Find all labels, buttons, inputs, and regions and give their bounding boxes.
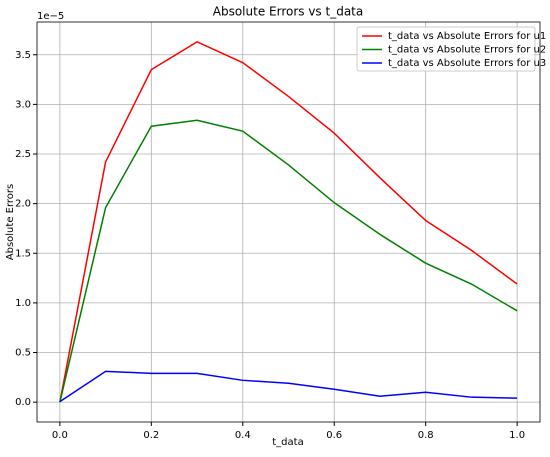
x-tick-label: 1.0 <box>509 430 525 441</box>
x-tick-label: 0.8 <box>418 430 434 441</box>
y-tick-label: 0.0 <box>15 397 31 408</box>
y-tick-label: 2.0 <box>15 199 31 210</box>
y-tick-label: 3.5 <box>15 50 31 61</box>
legend-label: t_data vs Absolute Errors for u1 <box>388 31 546 42</box>
series-line <box>59 370 518 403</box>
x-axis-label: t_data <box>272 437 303 448</box>
legend-box <box>356 26 536 72</box>
y-tick-label: 3.0 <box>15 99 31 110</box>
y-tick-label: 2.5 <box>15 149 31 160</box>
plot-frame <box>36 21 541 423</box>
chart-title: Absolute Errors vs t_data <box>213 5 363 19</box>
y-axis-label: Absolute Errors <box>5 184 16 260</box>
y-tick-label: 0.5 <box>15 348 31 359</box>
x-tick-label: 0.6 <box>326 430 342 441</box>
legend-label: t_data vs Absolute Errors for u3 <box>388 58 546 69</box>
y-tick-label: 1.0 <box>15 298 31 309</box>
x-tick-label: 0.2 <box>143 430 159 441</box>
y-tick-label: 1.5 <box>15 248 31 259</box>
y-offset-label: 1e−5 <box>37 11 64 22</box>
series-line <box>59 41 518 403</box>
x-tick-label: 0.4 <box>235 430 251 441</box>
x-tick-label: 0.0 <box>52 430 68 441</box>
series-line <box>59 119 518 403</box>
legend-label: t_data vs Absolute Errors for u2 <box>388 45 546 56</box>
